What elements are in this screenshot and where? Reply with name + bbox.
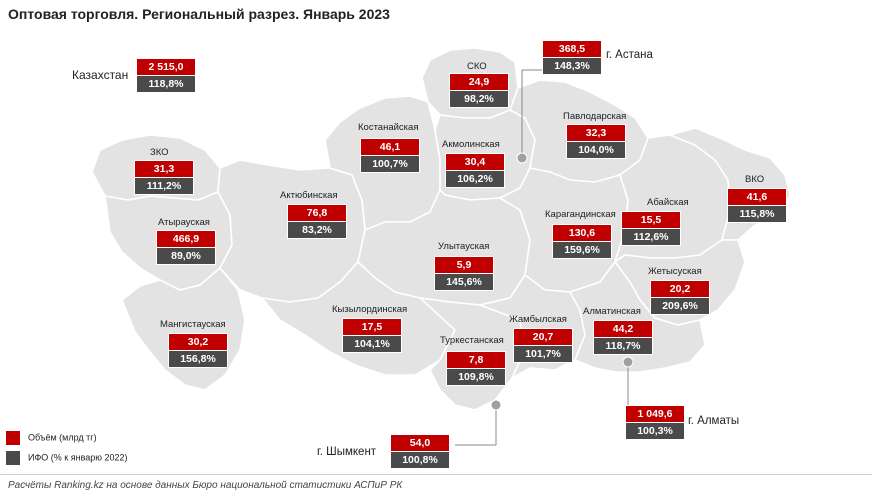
- value-zhetysu: 20,2: [650, 280, 710, 297]
- astana-marker[interactable]: [516, 152, 528, 164]
- box-zhetysu: 20,2 209,6%: [650, 280, 710, 315]
- label-mangystau: Мангистауская: [160, 319, 226, 330]
- box-shymkent: 54,0 100,8%: [390, 434, 450, 469]
- value-vko: 41,6: [727, 188, 787, 205]
- value-zko: 31,3: [134, 160, 194, 177]
- label-zko: ЗКО: [150, 147, 169, 158]
- box-karaganda: 130,6 159,6%: [552, 224, 612, 259]
- index-almaty-city: 100,3%: [625, 422, 685, 440]
- box-aktobe: 76,8 83,2%: [287, 204, 347, 239]
- label-astana: г. Астана: [606, 49, 653, 61]
- value-turkestan: 7,8: [446, 351, 506, 368]
- legend-ifo-swatch: [6, 451, 20, 465]
- index-astana: 148,3%: [542, 57, 602, 75]
- label-almaty: Алматинская: [583, 306, 641, 317]
- shymkent-marker[interactable]: [490, 399, 502, 411]
- index-kyzylorda: 104,1%: [342, 335, 402, 353]
- index-kostanay: 100,7%: [360, 155, 420, 173]
- index-atyrau: 89,0%: [156, 247, 216, 265]
- box-sko: 24,9 98,2%: [449, 73, 509, 108]
- label-akmola: Акмолинская: [442, 139, 500, 150]
- box-mangystau: 30,2 156,8%: [168, 333, 228, 368]
- label-atyrau: Атырауская: [158, 217, 210, 228]
- label-almaty-city: г. Алматы: [688, 415, 740, 427]
- almaty-marker[interactable]: [622, 356, 634, 368]
- label-ulytau: Улытауская: [438, 241, 490, 252]
- value-almaty: 44,2: [593, 320, 653, 337]
- label-zhambyl: Жамбылская: [509, 314, 567, 325]
- legend-volume-label: Объём (млрд тг): [28, 432, 97, 443]
- index-karaganda: 159,6%: [552, 241, 612, 259]
- index-akmola: 106,2%: [445, 170, 505, 188]
- box-turkestan: 7,8 109,8%: [446, 351, 506, 386]
- kazakhstan-ifo: 118,8%: [136, 75, 196, 93]
- label-karaganda: Карагандинская: [545, 209, 616, 220]
- index-turkestan: 109,8%: [446, 368, 506, 386]
- value-pavlodar: 32,3: [566, 124, 626, 141]
- value-aktobe: 76,8: [287, 204, 347, 221]
- index-zhambyl: 101,7%: [513, 345, 573, 363]
- legend-volume: Объём (млрд тг): [6, 431, 97, 445]
- label-zhetysu: Жетысуская: [648, 266, 702, 277]
- kazakhstan-volume: 2 515,0: [136, 58, 196, 75]
- label-pavlodar: Павлодарская: [563, 111, 627, 122]
- footer-source: Расчёты Ranking.kz на основе данных Бюро…: [8, 480, 403, 491]
- box-zhambyl: 20,7 101,7%: [513, 328, 573, 363]
- index-mangystau: 156,8%: [168, 350, 228, 368]
- kazakhstan-label: Казахстан: [72, 68, 129, 82]
- label-turkestan: Туркестанская: [440, 335, 504, 346]
- label-abai: Абайская: [647, 197, 689, 208]
- label-sko: СКО: [467, 61, 487, 72]
- label-shymkent: г. Шымкент: [317, 446, 377, 458]
- value-kostanay: 46,1: [360, 138, 420, 155]
- label-vko: ВКО: [745, 174, 765, 185]
- value-almaty-city: 1 049,6: [625, 405, 685, 422]
- value-zhambyl: 20,7: [513, 328, 573, 345]
- footer: Расчёты Ranking.kz на основе данных Бюро…: [0, 474, 872, 498]
- label-aktobe: Актюбинская: [280, 190, 338, 201]
- index-sko: 98,2%: [449, 90, 509, 108]
- box-abai: 15,5 112,6%: [621, 211, 681, 246]
- page-title: Оптовая торговля. Региональный разрез. Я…: [8, 6, 390, 22]
- value-shymkent: 54,0: [390, 434, 450, 451]
- box-almaty: 44,2 118,7%: [593, 320, 653, 355]
- index-zko: 111,2%: [134, 177, 194, 195]
- value-sko: 24,9: [449, 73, 509, 90]
- index-aktobe: 83,2%: [287, 221, 347, 239]
- box-vko: 41,6 115,8%: [727, 188, 787, 223]
- value-astana: 368,5: [542, 40, 602, 57]
- label-kyzylorda: Кызылординская: [332, 304, 408, 315]
- box-astana: 368,5 148,3%: [542, 40, 602, 75]
- value-ulytau: 5,9: [434, 256, 494, 273]
- index-shymkent: 100,8%: [390, 451, 450, 469]
- box-ulytau: 5,9 145,6%: [434, 256, 494, 291]
- value-karaganda: 130,6: [552, 224, 612, 241]
- box-kostanay: 46,1 100,7%: [360, 138, 420, 173]
- index-pavlodar: 104,0%: [566, 141, 626, 159]
- index-almaty: 118,7%: [593, 337, 653, 355]
- legend-volume-swatch: [6, 431, 20, 445]
- box-kyzylorda: 17,5 104,1%: [342, 318, 402, 353]
- legend-ifo-label: ИФО (% к январю 2022): [28, 452, 128, 463]
- box-zko: 31,3 111,2%: [134, 160, 194, 195]
- index-vko: 115,8%: [727, 205, 787, 223]
- box-atyrau: 466,9 89,0%: [156, 230, 216, 265]
- box-akmola: 30,4 106,2%: [445, 153, 505, 188]
- index-zhetysu: 209,6%: [650, 297, 710, 315]
- legend-ifo: ИФО (% к январю 2022): [6, 451, 128, 465]
- kazakhstan-value-box: 2 515,0 118,8%: [136, 58, 196, 93]
- value-atyrau: 466,9: [156, 230, 216, 247]
- value-akmola: 30,4: [445, 153, 505, 170]
- index-abai: 112,6%: [621, 228, 681, 246]
- value-kyzylorda: 17,5: [342, 318, 402, 335]
- box-pavlodar: 32,3 104,0%: [566, 124, 626, 159]
- value-mangystau: 30,2: [168, 333, 228, 350]
- value-abai: 15,5: [621, 211, 681, 228]
- box-almaty-city: 1 049,6 100,3%: [625, 405, 685, 440]
- index-ulytau: 145,6%: [434, 273, 494, 291]
- label-kostanay: Костанайская: [358, 122, 419, 133]
